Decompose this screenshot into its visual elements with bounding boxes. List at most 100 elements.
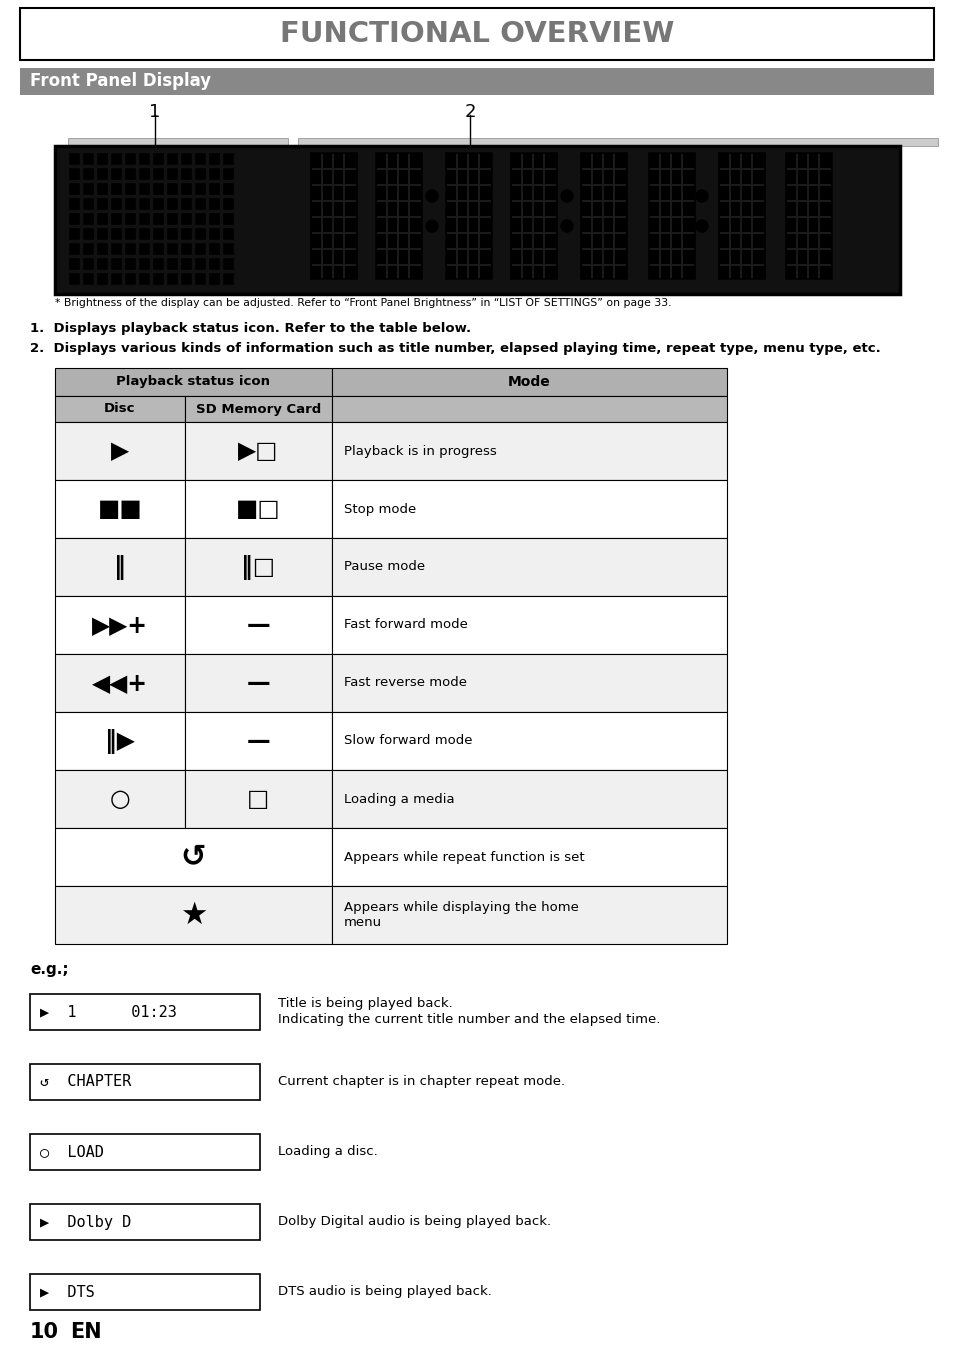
Bar (786, 264, 830, 266)
Bar (139, 228, 150, 240)
Bar (97, 168, 108, 181)
Bar (223, 168, 233, 181)
Bar (786, 232, 830, 235)
Bar (139, 257, 150, 270)
Bar (97, 213, 108, 225)
Text: Mode: Mode (508, 375, 550, 390)
Bar (209, 243, 220, 255)
Bar (194, 154, 206, 164)
Bar (784, 152, 832, 280)
Bar (55, 480, 185, 538)
Bar (375, 152, 422, 280)
Text: DTS audio is being played back.: DTS audio is being played back. (277, 1286, 492, 1298)
Bar (125, 183, 136, 195)
Text: 10: 10 (30, 1322, 59, 1343)
Bar (181, 228, 192, 240)
Bar (223, 274, 233, 284)
Bar (806, 154, 808, 278)
Bar (376, 232, 420, 235)
Bar (649, 248, 693, 249)
Bar (209, 228, 220, 240)
Bar (111, 198, 122, 210)
Bar (649, 264, 693, 266)
Text: 2.  Displays various kinds of information such as title number, elapsed playing : 2. Displays various kinds of information… (30, 342, 880, 355)
Bar (194, 228, 206, 240)
Bar (83, 274, 94, 284)
Bar (167, 274, 178, 284)
Bar (139, 168, 150, 181)
Bar (343, 154, 345, 278)
Bar (55, 828, 332, 886)
Text: ↺  CHAPTER: ↺ CHAPTER (40, 1074, 132, 1089)
Bar (83, 183, 94, 195)
Bar (312, 232, 355, 235)
Bar (581, 168, 625, 170)
Text: Fast forward mode: Fast forward mode (344, 619, 467, 631)
Text: ○  LOAD: ○ LOAD (40, 1144, 104, 1159)
Bar (111, 154, 122, 164)
Bar (728, 154, 730, 278)
Bar (332, 480, 726, 538)
Bar (209, 213, 220, 225)
Bar (581, 200, 625, 202)
Bar (396, 154, 398, 278)
Text: Playback is in progress: Playback is in progress (344, 445, 497, 457)
Bar (185, 396, 332, 422)
Bar (209, 168, 220, 181)
Text: Title is being played back.: Title is being played back. (277, 998, 453, 1011)
Bar (601, 154, 603, 278)
Bar (69, 198, 80, 210)
Bar (139, 243, 150, 255)
Text: ‖▶: ‖▶ (105, 728, 134, 754)
Bar (223, 257, 233, 270)
Bar (795, 154, 797, 278)
Text: ★: ★ (179, 900, 207, 930)
Bar (512, 232, 556, 235)
Bar (376, 216, 420, 218)
Bar (223, 243, 233, 255)
Bar (97, 228, 108, 240)
Bar (125, 213, 136, 225)
Bar (69, 213, 80, 225)
Text: Loading a disc.: Loading a disc. (277, 1146, 377, 1158)
Text: ■□: ■□ (236, 497, 280, 520)
Bar (181, 154, 192, 164)
Bar (152, 257, 164, 270)
Text: ↺: ↺ (180, 842, 206, 872)
Bar (669, 154, 671, 278)
Bar (817, 154, 820, 278)
Bar (680, 154, 682, 278)
Bar (512, 216, 556, 218)
Bar (152, 274, 164, 284)
Bar (30, 1274, 260, 1310)
Bar (512, 264, 556, 266)
Text: e.g.;: e.g.; (30, 962, 69, 977)
Text: □: □ (247, 787, 270, 811)
Bar (444, 152, 493, 280)
Text: 1: 1 (150, 102, 160, 121)
Circle shape (426, 190, 437, 202)
Text: Pause mode: Pause mode (344, 561, 425, 573)
Bar (83, 154, 94, 164)
Bar (185, 422, 332, 480)
Bar (83, 198, 94, 210)
Bar (167, 198, 178, 210)
Bar (718, 152, 765, 280)
Bar (720, 232, 763, 235)
Bar (297, 137, 937, 146)
Bar (456, 154, 457, 278)
Bar (185, 712, 332, 770)
Bar (332, 396, 726, 422)
Bar (139, 213, 150, 225)
Text: 1.  Displays playback status icon. Refer to the table below.: 1. Displays playback status icon. Refer … (30, 322, 471, 336)
Bar (209, 274, 220, 284)
Bar (209, 257, 220, 270)
Bar (332, 654, 726, 712)
Bar (320, 154, 323, 278)
Bar (55, 886, 332, 944)
Bar (111, 213, 122, 225)
Bar (152, 243, 164, 255)
Bar (223, 154, 233, 164)
Bar (69, 168, 80, 181)
Bar (97, 198, 108, 210)
